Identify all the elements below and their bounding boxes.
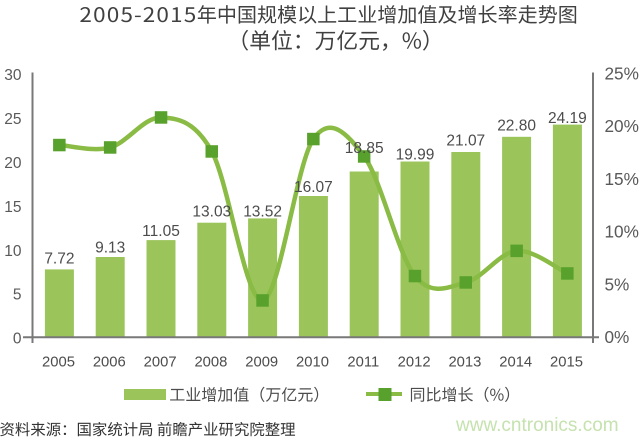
svg-text:24.19: 24.19 bbox=[548, 110, 587, 127]
svg-text:7.72: 7.72 bbox=[44, 251, 74, 268]
svg-text:10%: 10% bbox=[605, 222, 639, 242]
svg-text:5: 5 bbox=[13, 287, 22, 304]
svg-text:16.07: 16.07 bbox=[294, 179, 333, 196]
svg-text:13.52: 13.52 bbox=[243, 204, 282, 221]
svg-text:0: 0 bbox=[13, 331, 22, 348]
svg-text:2009: 2009 bbox=[245, 355, 278, 371]
svg-text:9.13: 9.13 bbox=[95, 240, 125, 257]
svg-text:30: 30 bbox=[4, 67, 22, 84]
svg-text:0%: 0% bbox=[605, 327, 630, 347]
svg-text:www.cntronics.com: www.cntronics.com bbox=[455, 415, 619, 436]
svg-text:25%: 25% bbox=[605, 63, 639, 83]
svg-text:2007: 2007 bbox=[144, 355, 177, 371]
svg-text:18.85: 18.85 bbox=[345, 140, 384, 157]
svg-text:2014: 2014 bbox=[499, 355, 532, 371]
svg-text:22.80: 22.80 bbox=[497, 117, 536, 134]
svg-text:11.05: 11.05 bbox=[142, 223, 180, 240]
svg-text:21.07: 21.07 bbox=[446, 132, 485, 149]
svg-text:5%: 5% bbox=[605, 274, 630, 294]
svg-text:10: 10 bbox=[4, 243, 22, 260]
svg-text:2006: 2006 bbox=[93, 355, 126, 371]
svg-text:15: 15 bbox=[4, 199, 21, 216]
svg-text:25: 25 bbox=[4, 111, 21, 128]
svg-text:2013: 2013 bbox=[448, 355, 481, 371]
svg-text:19.99: 19.99 bbox=[396, 146, 435, 163]
svg-text:2005: 2005 bbox=[42, 355, 75, 371]
svg-text:2011: 2011 bbox=[347, 355, 379, 371]
svg-text:2015: 2015 bbox=[550, 355, 583, 371]
svg-text:20%: 20% bbox=[605, 116, 639, 136]
svg-text:2012: 2012 bbox=[398, 355, 431, 371]
svg-text:2008: 2008 bbox=[194, 355, 227, 371]
svg-text:2010: 2010 bbox=[296, 355, 329, 371]
svg-text:13.03: 13.03 bbox=[192, 204, 231, 221]
svg-text:20: 20 bbox=[4, 155, 22, 172]
svg-text:15%: 15% bbox=[605, 169, 639, 189]
